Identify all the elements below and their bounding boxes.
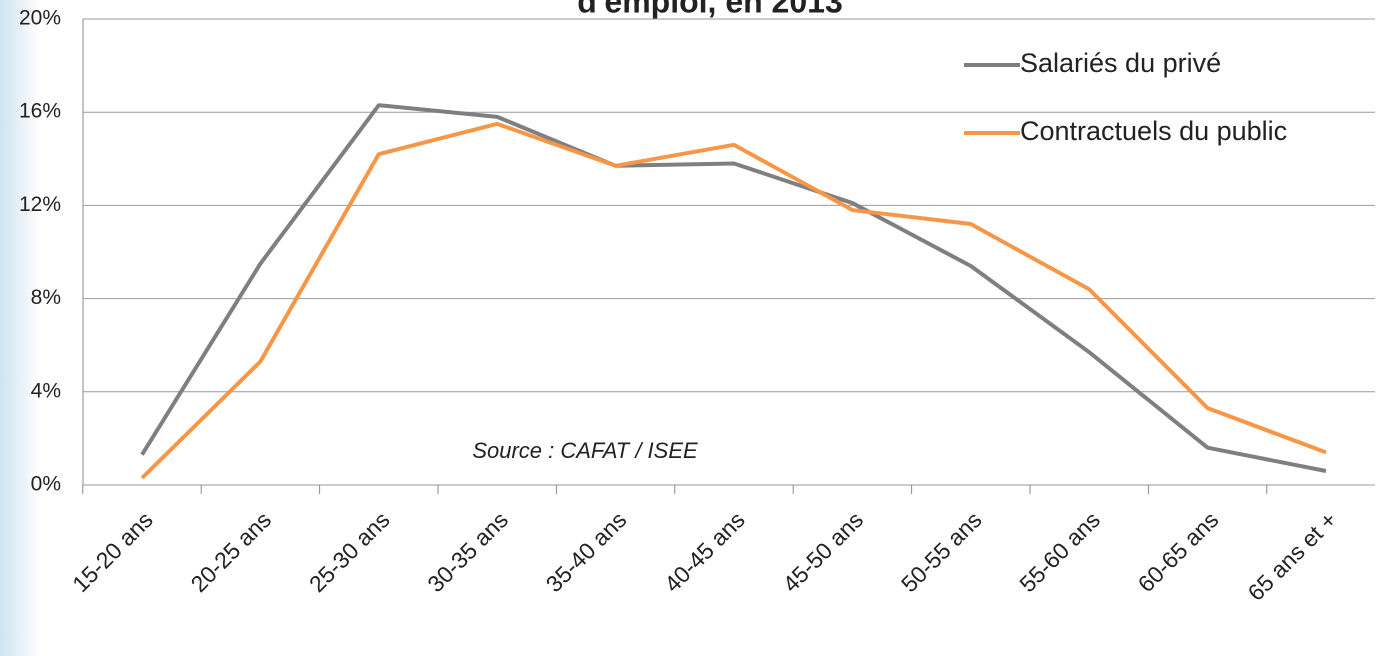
y-tick-label: 16% bbox=[19, 100, 61, 123]
legend-label: Contractuels du public bbox=[1020, 116, 1287, 146]
y-tick-label: 0% bbox=[31, 473, 61, 496]
x-tick-label: 55-60 ans bbox=[1014, 506, 1105, 597]
x-tick-label: 35-40 ans bbox=[541, 506, 632, 597]
x-tick-label: 50-55 ans bbox=[896, 506, 987, 597]
annotation: Source : CAFAT / ISEE bbox=[472, 438, 698, 463]
y-tick-label: 12% bbox=[19, 193, 61, 216]
y-tick-label: 4% bbox=[31, 379, 61, 402]
series-line bbox=[140, 121, 1327, 480]
series-line bbox=[140, 103, 1327, 473]
x-tick-label: 45-50 ans bbox=[778, 506, 869, 597]
x-tick-label: 30-35 ans bbox=[422, 506, 513, 597]
x-tick-label: 20-25 ans bbox=[186, 506, 277, 597]
y-tick-label: 20% bbox=[19, 7, 61, 30]
y-tick-label: 8% bbox=[31, 286, 61, 309]
x-tick-label: 15-20 ans bbox=[67, 506, 158, 597]
background-edge bbox=[0, 0, 40, 656]
chart-title: d'emploi, en 2013 bbox=[577, 0, 842, 19]
x-tick-label: 40-45 ans bbox=[659, 506, 750, 597]
x-tick-label: 65 ans et + bbox=[1243, 506, 1342, 605]
x-tick-label: 60-65 ans bbox=[1133, 506, 1224, 597]
x-tick-label: 25-30 ans bbox=[304, 506, 395, 597]
legend-label: Salariés du privé bbox=[1020, 48, 1221, 78]
